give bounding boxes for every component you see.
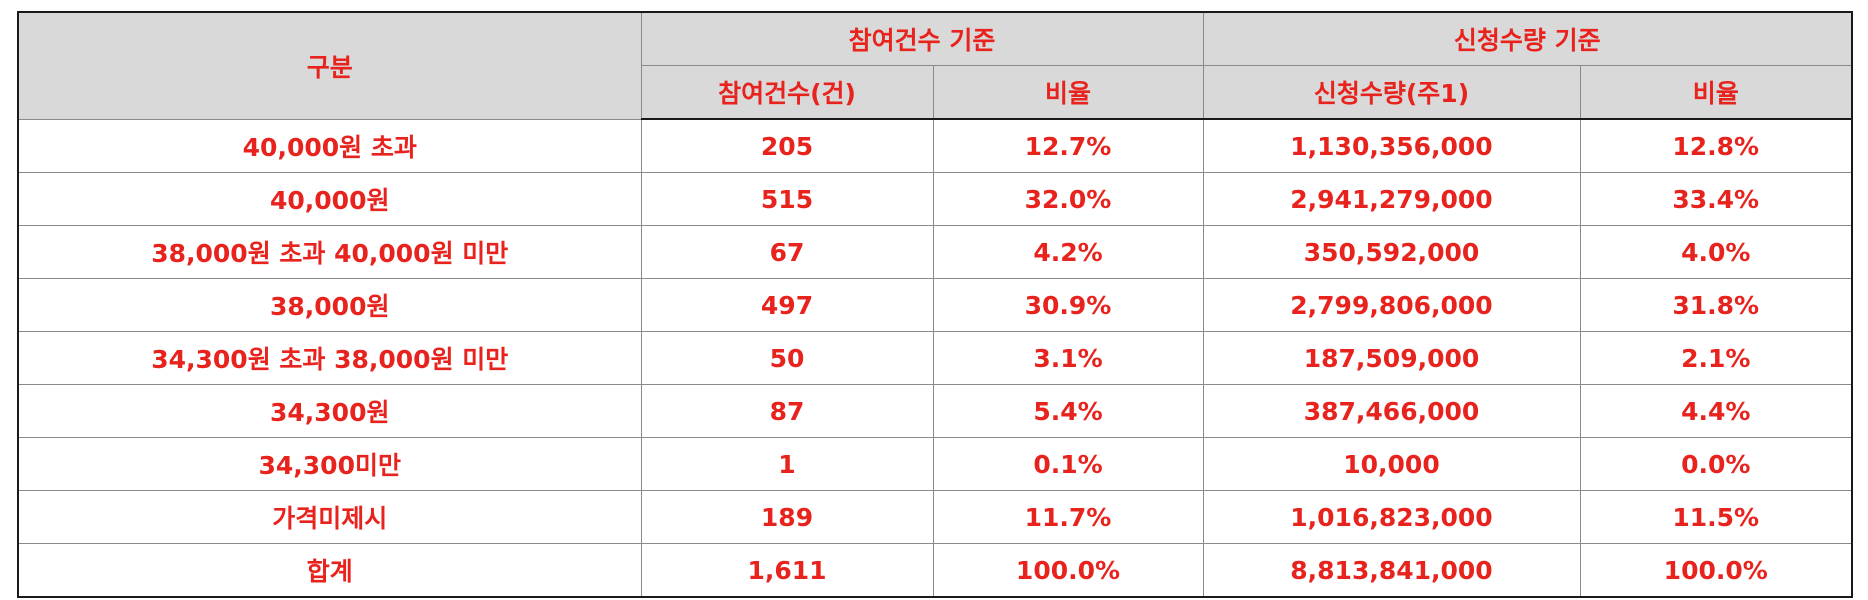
count-cell: 67 <box>640 225 934 279</box>
count-ratio-cell: 0.1% <box>932 437 1204 491</box>
category-cell: 34,300원 초과 38,000원 미만 <box>17 331 642 385</box>
table-row: 38,000원 497 30.9% 2,799,806,000 31.8% <box>17 278 1853 332</box>
table-row: 34,300원 초과 38,000원 미만 50 3.1% 187,509,000 2.… <box>17 331 1853 385</box>
category-cell: 합계 <box>17 543 642 598</box>
count-ratio-column-header: 비율 <box>932 65 1204 120</box>
count-column-header: 참여건수(건) <box>640 65 934 120</box>
category-cell: 38,000원 초과 40,000원 미만 <box>17 225 642 279</box>
quantity-basis-group-header: 신청수량 기준 <box>1202 11 1853 66</box>
quantity-ratio-cell: 4.4% <box>1579 384 1853 438</box>
quantity-cell: 350,592,000 <box>1202 225 1581 279</box>
header-row-columns: 참여건수(건) 비율 신청수량(주1) 비율 <box>18 65 1853 120</box>
table-row: 40,000원 초과 205 12.7% 1,130,356,000 12.8% <box>17 118 1853 173</box>
quantity-ratio-cell: 11.5% <box>1579 490 1853 544</box>
count-cell: 1 <box>640 437 934 491</box>
table-row: 가격미제시 189 11.7% 1,016,823,000 11.5% <box>17 490 1853 544</box>
table-row: 38,000원 초과 40,000원 미만 67 4.2% 350,592,000 4.… <box>17 225 1853 279</box>
count-ratio-cell: 5.4% <box>932 384 1204 438</box>
quantity-ratio-column-header: 비율 <box>1579 65 1853 120</box>
table-row: 40,000원 515 32.0% 2,941,279,000 33.4% <box>17 172 1853 226</box>
header-row-groups: 구분 참여건수 기준 신청수량 기준 <box>17 11 1853 120</box>
quantity-cell: 2,941,279,000 <box>1202 172 1581 226</box>
table-body: 40,000원 초과 205 12.7% 1,130,356,000 12.8% 40,0… <box>17 118 1853 598</box>
category-header: 구분 <box>17 11 642 120</box>
count-cell: 1,611 <box>640 543 934 598</box>
count-cell: 205 <box>640 118 934 173</box>
quantity-cell: 1,016,823,000 <box>1202 490 1581 544</box>
count-ratio-cell: 32.0% <box>932 172 1204 226</box>
quantity-cell: 187,509,000 <box>1202 331 1581 385</box>
category-cell: 38,000원 <box>17 278 642 332</box>
quantity-column-header: 신청수량(주1) <box>1202 65 1581 120</box>
count-ratio-cell: 4.2% <box>932 225 1204 279</box>
category-cell: 가격미제시 <box>17 490 642 544</box>
quantity-ratio-cell: 33.4% <box>1579 172 1853 226</box>
quantity-cell: 10,000 <box>1202 437 1581 491</box>
category-cell: 34,300원 <box>17 384 642 438</box>
category-cell: 34,300미만 <box>17 437 642 491</box>
count-cell: 497 <box>640 278 934 332</box>
table-row: 34,300미만 1 0.1% 10,000 0.0% <box>17 437 1853 491</box>
category-cell: 40,000원 초과 <box>17 118 642 173</box>
quantity-ratio-cell: 4.0% <box>1579 225 1853 279</box>
quantity-ratio-cell: 31.8% <box>1579 278 1853 332</box>
count-ratio-cell: 12.7% <box>932 118 1204 173</box>
count-basis-group-header: 참여건수 기준 <box>640 11 1204 66</box>
quantity-cell: 8,813,841,000 <box>1202 543 1581 598</box>
count-ratio-cell: 30.9% <box>932 278 1204 332</box>
quantity-cell: 387,466,000 <box>1202 384 1581 438</box>
count-ratio-cell: 100.0% <box>932 543 1204 598</box>
count-ratio-cell: 3.1% <box>932 331 1204 385</box>
quantity-cell: 2,799,806,000 <box>1202 278 1581 332</box>
count-cell: 515 <box>640 172 934 226</box>
count-cell: 87 <box>640 384 934 438</box>
quantity-ratio-cell: 2.1% <box>1579 331 1853 385</box>
quantity-ratio-cell: 12.8% <box>1579 118 1853 173</box>
table-row: 합계 1,611 100.0% 8,813,841,000 100.0% <box>17 543 1853 598</box>
quantity-cell: 1,130,356,000 <box>1202 118 1581 173</box>
category-cell: 40,000원 <box>17 172 642 226</box>
count-cell: 50 <box>640 331 934 385</box>
quantity-ratio-cell: 100.0% <box>1579 543 1853 598</box>
bid-distribution-table: 구분 참여건수 기준 신청수량 기준 참여건수(건) 비율 신청수량(주1) 비… <box>17 11 1853 598</box>
count-cell: 189 <box>640 490 934 544</box>
quantity-ratio-cell: 0.0% <box>1579 437 1853 491</box>
count-ratio-cell: 11.7% <box>932 490 1204 544</box>
table-row: 34,300원 87 5.4% 387,466,000 4.4% <box>17 384 1853 438</box>
